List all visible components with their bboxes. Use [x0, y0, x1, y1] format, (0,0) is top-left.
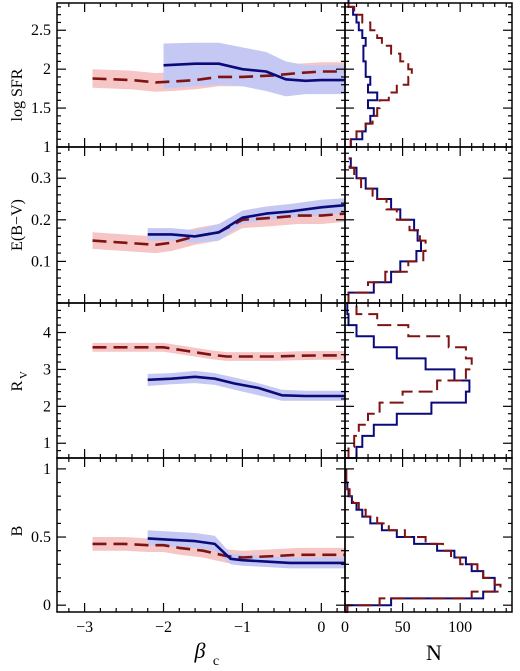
panel-sfr — [56, 0, 513, 148]
line-blue-sfr — [163, 62, 345, 83]
xtick-label-n: 100 — [448, 619, 472, 636]
ytick-label: 2.5 — [31, 22, 51, 39]
ytick-label: 0 — [43, 597, 51, 614]
xtick-label: −1 — [234, 619, 251, 636]
frame-right-b — [344, 457, 513, 613]
line-red-b — [92, 542, 345, 559]
line-blue-ebv — [147, 203, 346, 238]
band-red-rv — [92, 342, 345, 361]
ylabel-b: B — [9, 526, 26, 537]
hist-blue-sfr — [345, 0, 379, 148]
ylabel-rv: R — [9, 380, 26, 391]
ytick-label: 2 — [43, 398, 51, 415]
ylabel-sfr: log SFR — [9, 68, 26, 121]
frame-right-rv — [344, 302, 513, 459]
ylabel-ebv: E(B−V) — [9, 199, 26, 251]
axis-labels: log SFR E(B−V) R V B β c N — [9, 68, 442, 669]
xtick-label: 0 — [317, 619, 325, 636]
ytick-label: 1 — [43, 139, 51, 156]
panel-rv — [56, 302, 513, 459]
hist-red-b — [345, 468, 502, 613]
line-red-rv — [92, 345, 345, 358]
xtick-label-n: 50 — [395, 619, 411, 636]
ytick-label: 0.1 — [31, 253, 51, 270]
xlabel-beta-sub: c — [213, 654, 219, 669]
hist-blue-b — [345, 468, 496, 613]
ytick-label: 2 — [43, 61, 51, 78]
ytick-label: 1 — [43, 435, 51, 452]
xlabel-beta: β — [194, 638, 206, 663]
ytick-label: 1 — [43, 461, 51, 478]
frame-left-ebv — [56, 146, 346, 304]
xtick-label: −3 — [76, 619, 93, 636]
xtick-label: −2 — [155, 619, 172, 636]
panel-ebv — [56, 146, 513, 304]
hist-red-ebv — [345, 157, 427, 304]
ytick-label: 4 — [43, 325, 51, 342]
line-red-sfr — [92, 70, 345, 84]
ytick-label: 0.5 — [31, 529, 51, 546]
band-blue-b — [147, 530, 345, 569]
ylabel-rv-group: R V — [9, 371, 30, 391]
xlabel-n: N — [426, 640, 442, 665]
frame-right-ebv — [344, 146, 513, 304]
ytick-label: 3 — [43, 361, 51, 378]
ylabel-rv-sub: V — [18, 371, 30, 379]
plot-area — [56, 0, 513, 613]
xlabel-beta-group: β c — [194, 638, 220, 669]
hist-red-rv — [345, 303, 473, 459]
line-blue-b — [147, 537, 345, 565]
hist-blue-rv — [345, 303, 471, 459]
panel-b — [56, 457, 513, 613]
hist-red-sfr — [345, 0, 413, 148]
ytick-label: 0.2 — [31, 212, 51, 229]
line-blue-rv — [147, 375, 345, 398]
ytick-label: 1.5 — [31, 100, 51, 117]
xtick-label-n: 0 — [341, 619, 349, 636]
ytick-label: 0.3 — [31, 170, 51, 187]
